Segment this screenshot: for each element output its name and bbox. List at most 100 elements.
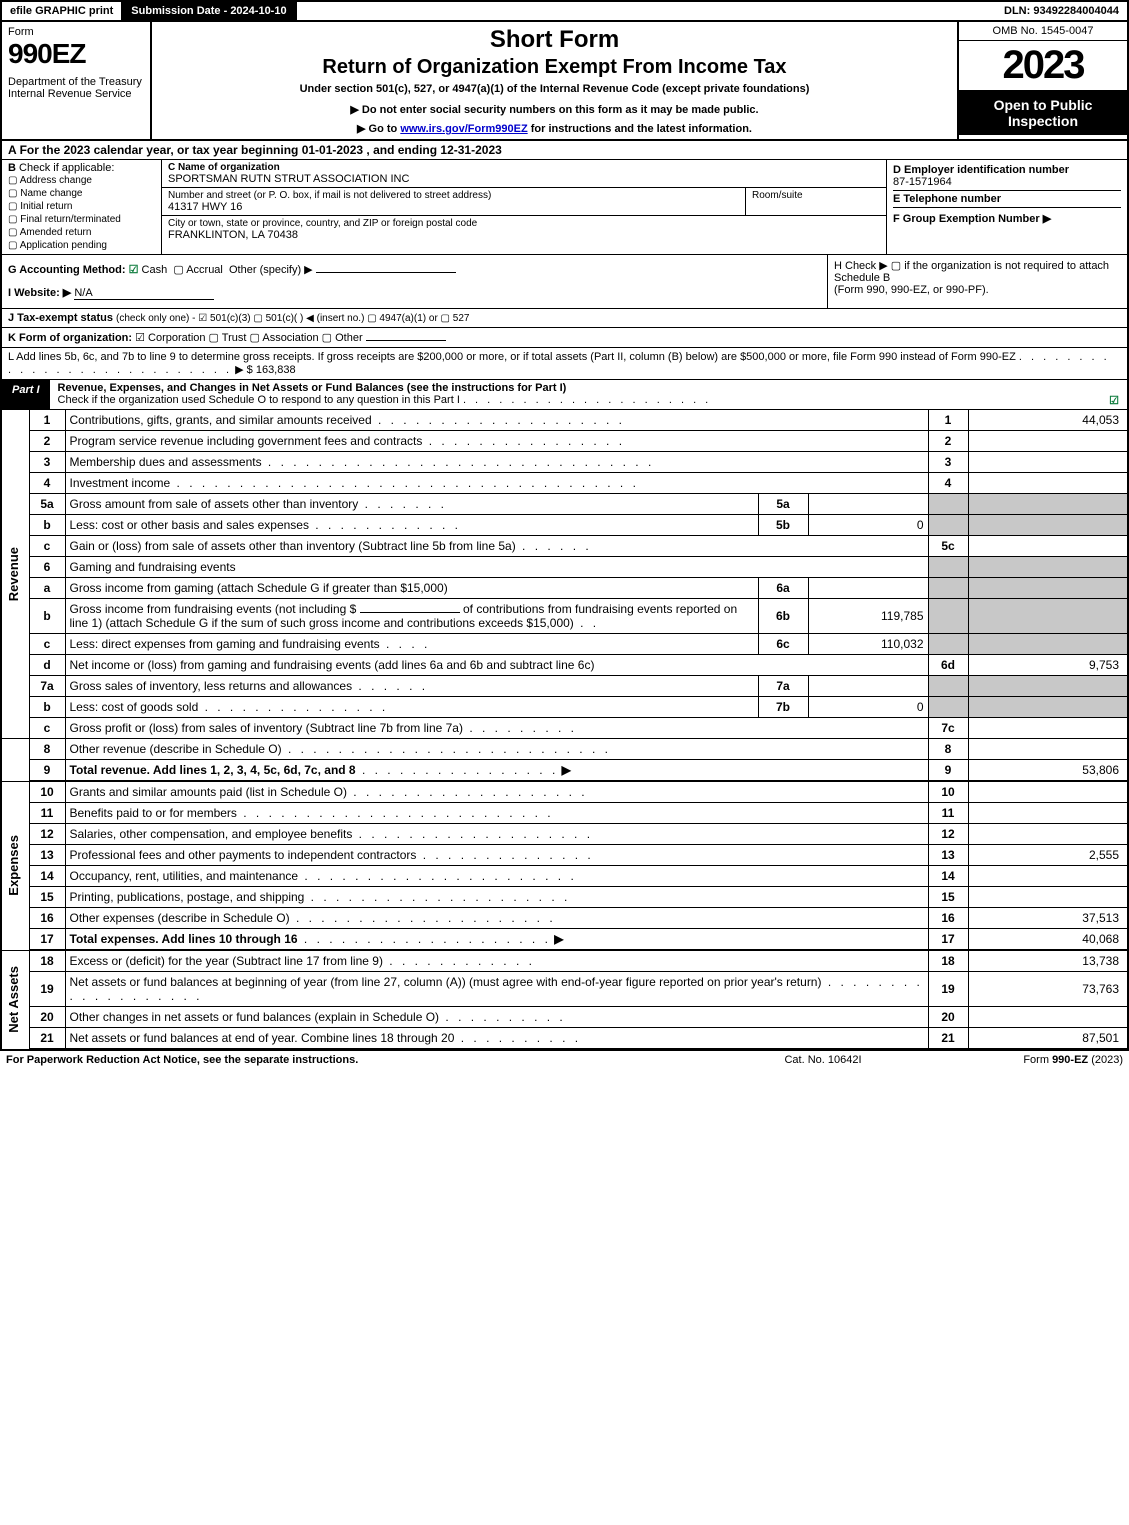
chk-address-change[interactable]: ▢ Address change: [8, 174, 155, 187]
line-num: 19: [29, 972, 65, 1007]
chk-label: Address change: [20, 175, 92, 186]
line-rval: [968, 599, 1128, 634]
line-num: 9: [29, 760, 65, 782]
arrow-icon: ▶: [562, 763, 571, 777]
line-rval: 40,068: [968, 929, 1128, 951]
line-desc: Gross income from gaming (attach Schedul…: [65, 578, 758, 599]
irs-link[interactable]: www.irs.gov/Form990EZ: [400, 123, 527, 135]
row-a: A For the 2023 calendar year, or tax yea…: [0, 141, 1129, 160]
line-rnum: 17: [928, 929, 968, 951]
line-desc: Professional fees and other payments to …: [65, 845, 928, 866]
efile-print[interactable]: efile GRAPHIC print: [2, 2, 123, 20]
chk-label: Name change: [20, 188, 82, 199]
other-field[interactable]: [316, 272, 456, 273]
line-rnum: [928, 697, 968, 718]
line-rval: 37,513: [968, 908, 1128, 929]
header-mid: Short Form Return of Organization Exempt…: [152, 22, 957, 139]
line-num: b: [29, 697, 65, 718]
line-num: a: [29, 578, 65, 599]
submission-date: Submission Date - 2024-10-10: [123, 2, 296, 20]
part1-header: Part I Revenue, Expenses, and Changes in…: [0, 380, 1129, 410]
line-desc: Gross sales of inventory, less returns a…: [65, 676, 758, 697]
line-rnum: 10: [928, 781, 968, 803]
line-rnum: 11: [928, 803, 968, 824]
addr-row: Number and street (or P. O. box, if mail…: [162, 188, 886, 216]
line-desc: Gross amount from sale of assets other t…: [65, 494, 758, 515]
other-org-field[interactable]: [366, 340, 446, 341]
line-num: 20: [29, 1007, 65, 1028]
page-footer: For Paperwork Reduction Act Notice, see …: [0, 1050, 1129, 1069]
h-text1: H Check ▶ ▢ if the organization is not r…: [834, 259, 1121, 284]
k-label: K Form of organization:: [8, 332, 132, 344]
line-num: b: [29, 599, 65, 634]
ein-block: D Employer identification number 87-1571…: [893, 162, 1121, 191]
ssn-warning: ▶ Do not enter social security numbers o…: [162, 103, 947, 116]
line-rval: [968, 887, 1128, 908]
part1-desc: Revenue, Expenses, and Changes in Net As…: [50, 380, 1127, 409]
h-text2: (Form 990, 990-EZ, or 990-PF).: [834, 284, 1121, 296]
accrual-label: Accrual: [186, 264, 223, 276]
org-name-block: C Name of organization SPORTSMAN RUTN ST…: [162, 160, 886, 188]
line-rnum: [928, 599, 968, 634]
line-rnum: [928, 578, 968, 599]
line-rval: [968, 803, 1128, 824]
line-rnum: 16: [928, 908, 968, 929]
section-bcd: B Check if applicable: ▢ Address change …: [0, 160, 1129, 255]
row-a-label: A: [8, 143, 16, 157]
chk-initial-return[interactable]: ▢ Initial return: [8, 200, 155, 213]
chk-name-change[interactable]: ▢ Name change: [8, 187, 155, 200]
line-rval: 87,501: [968, 1028, 1128, 1050]
part1-check[interactable]: ☑: [1109, 394, 1119, 407]
line-num: c: [29, 536, 65, 557]
line-num: 7a: [29, 676, 65, 697]
city-label: City or town, state or province, country…: [168, 218, 880, 229]
short-form-title: Short Form: [162, 26, 947, 54]
room-block: Room/suite: [746, 188, 886, 215]
line-num: 14: [29, 866, 65, 887]
contrib-amount-field[interactable]: [360, 612, 460, 613]
chk-final-return[interactable]: ▢ Final return/terminated: [8, 213, 155, 226]
row-j: J Tax-exempt status (check only one) - ☑…: [0, 309, 1129, 328]
subline-val: [808, 494, 928, 515]
ein-value: 87-1571964: [893, 176, 952, 188]
line-desc: Net income or (loss) from gaming and fun…: [65, 655, 928, 676]
revenue-vlabel: Revenue: [1, 410, 29, 739]
city-value: FRANKLINTON, LA 70438: [168, 229, 880, 241]
line-desc: Gross income from fundraising events (no…: [65, 599, 758, 634]
k-text: ☑ Corporation ▢ Trust ▢ Association ▢ Ot…: [135, 332, 363, 344]
line-desc: Total expenses. Add lines 10 through 16 …: [65, 929, 928, 951]
line-rval: [968, 739, 1128, 760]
ein-label: D Employer identification number: [893, 164, 1069, 176]
line-rnum: 21: [928, 1028, 968, 1050]
line-rval: [968, 473, 1128, 494]
line-desc: Occupancy, rent, utilities, and maintena…: [65, 866, 928, 887]
part1-sub: Check if the organization used Schedule …: [58, 394, 460, 406]
line-rval: [968, 866, 1128, 887]
blank-vlabel: [1, 739, 29, 782]
line-rnum: 18: [928, 950, 968, 972]
line-num: c: [29, 634, 65, 655]
omb-number: OMB No. 1545-0047: [959, 22, 1127, 41]
line-rval: [968, 824, 1128, 845]
line-rval: [968, 697, 1128, 718]
subline-val: [808, 676, 928, 697]
line-rval: [968, 515, 1128, 536]
line-rnum: 12: [928, 824, 968, 845]
subline-box: 5a: [758, 494, 808, 515]
line-rnum: [928, 494, 968, 515]
subline-box: 7a: [758, 676, 808, 697]
tel-label: E Telephone number: [893, 193, 1001, 205]
chk-amended-return[interactable]: ▢ Amended return: [8, 226, 155, 239]
goto-post: for instructions and the latest informat…: [528, 123, 752, 135]
part1-tag: Part I: [2, 380, 50, 409]
line-desc: Gross profit or (loss) from sales of inv…: [65, 718, 928, 739]
cash-check[interactable]: ☑: [129, 264, 139, 276]
website-field[interactable]: N/A: [74, 287, 214, 300]
open-to-public: Open to Public Inspection: [959, 90, 1127, 135]
row-a-text: For the 2023 calendar year, or tax year …: [20, 143, 502, 157]
chk-application-pending[interactable]: ▢ Application pending: [8, 239, 155, 252]
footer-right: Form 990-EZ (2023): [923, 1054, 1123, 1066]
room-label: Room/suite: [752, 190, 880, 201]
row-gh: G Accounting Method: ☑ Cash ▢ Accrual Ot…: [0, 255, 1129, 309]
line-num: 17: [29, 929, 65, 951]
